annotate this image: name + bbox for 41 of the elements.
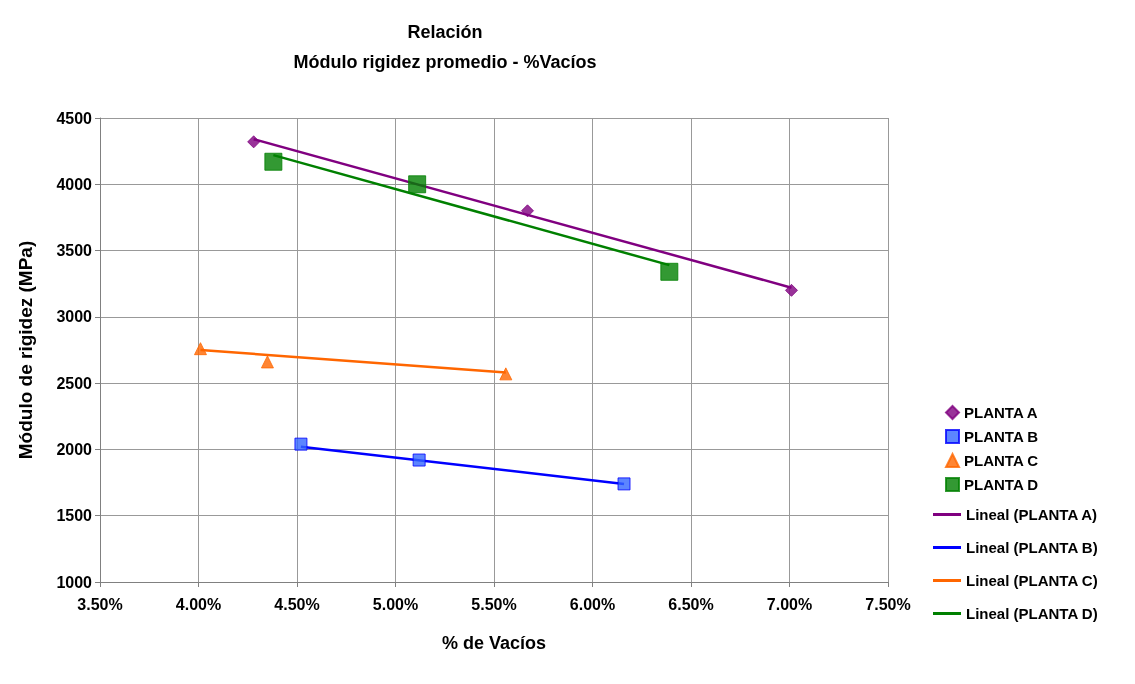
point	[412, 453, 426, 467]
x-tick-label: 5.50%	[471, 595, 517, 613]
point	[520, 204, 534, 218]
chart-title: Relación	[407, 22, 483, 42]
x-tick-label: 7.50%	[865, 595, 911, 613]
legend-label: Lineal (PLANTA C)	[966, 572, 1098, 589]
x-axis-title: % de Vacíos	[441, 633, 547, 653]
point	[294, 437, 308, 451]
y-tick-label: 4500	[56, 109, 93, 127]
point	[617, 477, 631, 491]
legend-label: PLANTA D	[964, 476, 1039, 493]
y-tick-label: 3000	[56, 308, 93, 326]
y-tick-label: 1500	[56, 507, 93, 525]
y-tick-label: 2500	[56, 374, 93, 392]
y-tick-label: 3500	[56, 242, 93, 260]
y-axis-title: Módulo de rigidez (MPa)	[15, 240, 36, 460]
point	[784, 283, 798, 297]
legend-label: PLANTA B	[964, 428, 1039, 445]
y-tick-label: 4000	[56, 175, 93, 193]
point	[260, 355, 274, 369]
y-tick-label: 2000	[56, 440, 93, 458]
legend-label: PLANTA A	[964, 404, 1038, 421]
point	[264, 152, 283, 171]
x-tick-label: 4.50%	[274, 595, 320, 613]
point	[247, 135, 261, 149]
point	[660, 262, 679, 281]
point	[408, 175, 427, 194]
legend-label: Lineal (PLANTA A)	[966, 506, 1098, 523]
legend-label: Lineal (PLANTA D)	[966, 605, 1098, 622]
x-tick-label: 6.00%	[569, 595, 616, 613]
point	[193, 342, 207, 356]
chart-subtitle: Módulo rigidez promedio - %Vacíos	[293, 52, 597, 72]
x-tick-label: 6.50%	[668, 595, 714, 613]
x-tick-label: 7.00%	[766, 595, 813, 613]
y-tick-label: 1000	[56, 573, 93, 591]
point	[499, 367, 513, 381]
x-tick-label: 5.00%	[372, 595, 419, 613]
x-tick-label: 4.00%	[175, 595, 222, 613]
legend-label: Lineal (PLANTA B)	[966, 539, 1098, 556]
x-tick-label: 3.50%	[77, 595, 123, 613]
legend-label: PLANTA C	[964, 452, 1039, 469]
